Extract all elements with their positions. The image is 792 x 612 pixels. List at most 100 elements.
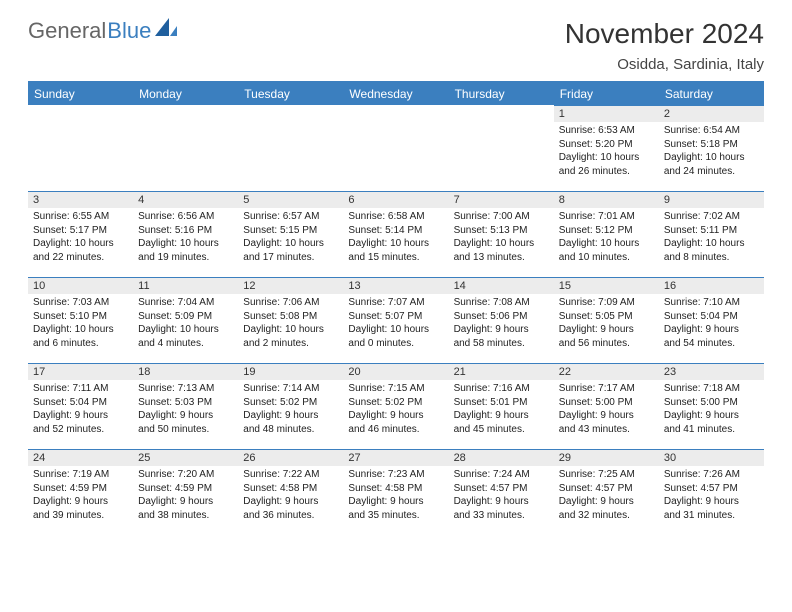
day-details: Sunrise: 7:15 AMSunset: 5:02 PMDaylight:… [343,380,448,440]
day-number: 14 [449,277,554,294]
calendar-cell [133,105,238,191]
day-number: 16 [659,277,764,294]
sunset-line: Sunset: 5:08 PM [243,310,338,324]
daylight-line2: and 38 minutes. [138,509,233,523]
day-number: 21 [449,363,554,380]
calendar-cell: 13Sunrise: 7:07 AMSunset: 5:07 PMDayligh… [343,277,448,363]
daylight-line1: Daylight: 9 hours [559,409,654,423]
sunset-line: Sunset: 5:03 PM [138,396,233,410]
sunrise-line: Sunrise: 7:20 AM [138,468,233,482]
sunset-line: Sunset: 4:57 PM [454,482,549,496]
sunset-line: Sunset: 5:16 PM [138,224,233,238]
day-number: 27 [343,449,448,466]
calendar-cell: 14Sunrise: 7:08 AMSunset: 5:06 PMDayligh… [449,277,554,363]
sunrise-line: Sunrise: 7:02 AM [664,210,759,224]
day-number: 23 [659,363,764,380]
sunrise-line: Sunrise: 7:00 AM [454,210,549,224]
day-number: 17 [28,363,133,380]
daylight-line1: Daylight: 10 hours [454,237,549,251]
daylight-line2: and 43 minutes. [559,423,654,437]
daylight-line2: and 22 minutes. [33,251,128,265]
day-number: 1 [554,105,659,122]
calendar-week: 10Sunrise: 7:03 AMSunset: 5:10 PMDayligh… [28,277,764,363]
day-number: 22 [554,363,659,380]
sunset-line: Sunset: 5:01 PM [454,396,549,410]
daylight-line1: Daylight: 9 hours [664,495,759,509]
sunrise-line: Sunrise: 7:18 AM [664,382,759,396]
sunrise-line: Sunrise: 6:56 AM [138,210,233,224]
sunrise-line: Sunrise: 7:03 AM [33,296,128,310]
calendar-cell: 29Sunrise: 7:25 AMSunset: 4:57 PMDayligh… [554,449,659,535]
daylight-line2: and 36 minutes. [243,509,338,523]
sunset-line: Sunset: 4:58 PM [348,482,443,496]
daylight-line2: and 15 minutes. [348,251,443,265]
sunset-line: Sunset: 4:57 PM [559,482,654,496]
daylight-line2: and 39 minutes. [33,509,128,523]
day-number: 3 [28,191,133,208]
day-number: 28 [449,449,554,466]
day-number: 15 [554,277,659,294]
sunrise-line: Sunrise: 7:04 AM [138,296,233,310]
sunrise-line: Sunrise: 6:54 AM [664,124,759,138]
sunset-line: Sunset: 5:18 PM [664,138,759,152]
sunset-line: Sunset: 5:14 PM [348,224,443,238]
daylight-line1: Daylight: 9 hours [559,323,654,337]
daylight-line2: and 24 minutes. [664,165,759,179]
calendar-cell: 19Sunrise: 7:14 AMSunset: 5:02 PMDayligh… [238,363,343,449]
weekday-header: Wednesday [343,83,448,105]
daylight-line1: Daylight: 9 hours [348,409,443,423]
day-details: Sunrise: 6:53 AMSunset: 5:20 PMDaylight:… [554,122,659,182]
daylight-line1: Daylight: 10 hours [243,323,338,337]
day-details: Sunrise: 7:10 AMSunset: 5:04 PMDaylight:… [659,294,764,354]
daylight-line2: and 10 minutes. [559,251,654,265]
calendar-week: 24Sunrise: 7:19 AMSunset: 4:59 PMDayligh… [28,449,764,535]
daylight-line1: Daylight: 9 hours [33,495,128,509]
sunrise-line: Sunrise: 7:25 AM [559,468,654,482]
sunset-line: Sunset: 5:04 PM [33,396,128,410]
calendar-week: 3Sunrise: 6:55 AMSunset: 5:17 PMDaylight… [28,191,764,277]
sunset-line: Sunset: 4:59 PM [33,482,128,496]
daylight-line2: and 19 minutes. [138,251,233,265]
calendar-cell [28,105,133,191]
daylight-line2: and 26 minutes. [559,165,654,179]
calendar-cell: 4Sunrise: 6:56 AMSunset: 5:16 PMDaylight… [133,191,238,277]
sunset-line: Sunset: 5:09 PM [138,310,233,324]
daylight-line1: Daylight: 9 hours [454,495,549,509]
daylight-line1: Daylight: 9 hours [138,409,233,423]
sunrise-line: Sunrise: 7:01 AM [559,210,654,224]
day-number: 18 [133,363,238,380]
sunrise-line: Sunrise: 7:16 AM [454,382,549,396]
daylight-line1: Daylight: 10 hours [559,151,654,165]
day-details: Sunrise: 7:19 AMSunset: 4:59 PMDaylight:… [28,466,133,526]
calendar-cell: 17Sunrise: 7:11 AMSunset: 5:04 PMDayligh… [28,363,133,449]
sunrise-line: Sunrise: 7:13 AM [138,382,233,396]
day-details: Sunrise: 7:08 AMSunset: 5:06 PMDaylight:… [449,294,554,354]
calendar-cell: 27Sunrise: 7:23 AMSunset: 4:58 PMDayligh… [343,449,448,535]
day-details: Sunrise: 7:07 AMSunset: 5:07 PMDaylight:… [343,294,448,354]
calendar-cell: 28 Sunrise: 7:24 AMSunset: 4:57 PMDayligh… [449,449,554,535]
logo: GeneralBlue [28,18,177,44]
sunrise-line: Sunrise: 6:57 AM [243,210,338,224]
calendar-cell: 1Sunrise: 6:53 AMSunset: 5:20 PMDaylight… [554,105,659,191]
day-details: Sunrise: 6:57 AMSunset: 5:15 PMDaylight:… [238,208,343,268]
sunrise-line: Sunrise: 7:14 AM [243,382,338,396]
daylight-line1: Daylight: 9 hours [138,495,233,509]
day-details: Sunrise: 7:26 AMSunset: 4:57 PMDaylight:… [659,466,764,526]
day-details: Sunrise: 7:06 AMSunset: 5:08 PMDaylight:… [238,294,343,354]
sunrise-line: Sunrise: 7:24 AM [454,468,549,482]
sunset-line: Sunset: 5:00 PM [559,396,654,410]
sunrise-line: Sunrise: 6:55 AM [33,210,128,224]
sunset-line: Sunset: 5:15 PM [243,224,338,238]
page-title: November 2024 [565,18,764,50]
sunset-line: Sunset: 5:07 PM [348,310,443,324]
day-number: 19 [238,363,343,380]
daylight-line2: and 31 minutes. [664,509,759,523]
day-number: 20 [343,363,448,380]
day-number: 11 [133,277,238,294]
daylight-line2: and 17 minutes. [243,251,338,265]
day-number: 26 [238,449,343,466]
calendar-cell: 10Sunrise: 7:03 AMSunset: 5:10 PMDayligh… [28,277,133,363]
daylight-line1: Daylight: 9 hours [559,495,654,509]
day-number: 7 [449,191,554,208]
day-details: Sunrise: 7:01 AMSunset: 5:12 PMDaylight:… [554,208,659,268]
